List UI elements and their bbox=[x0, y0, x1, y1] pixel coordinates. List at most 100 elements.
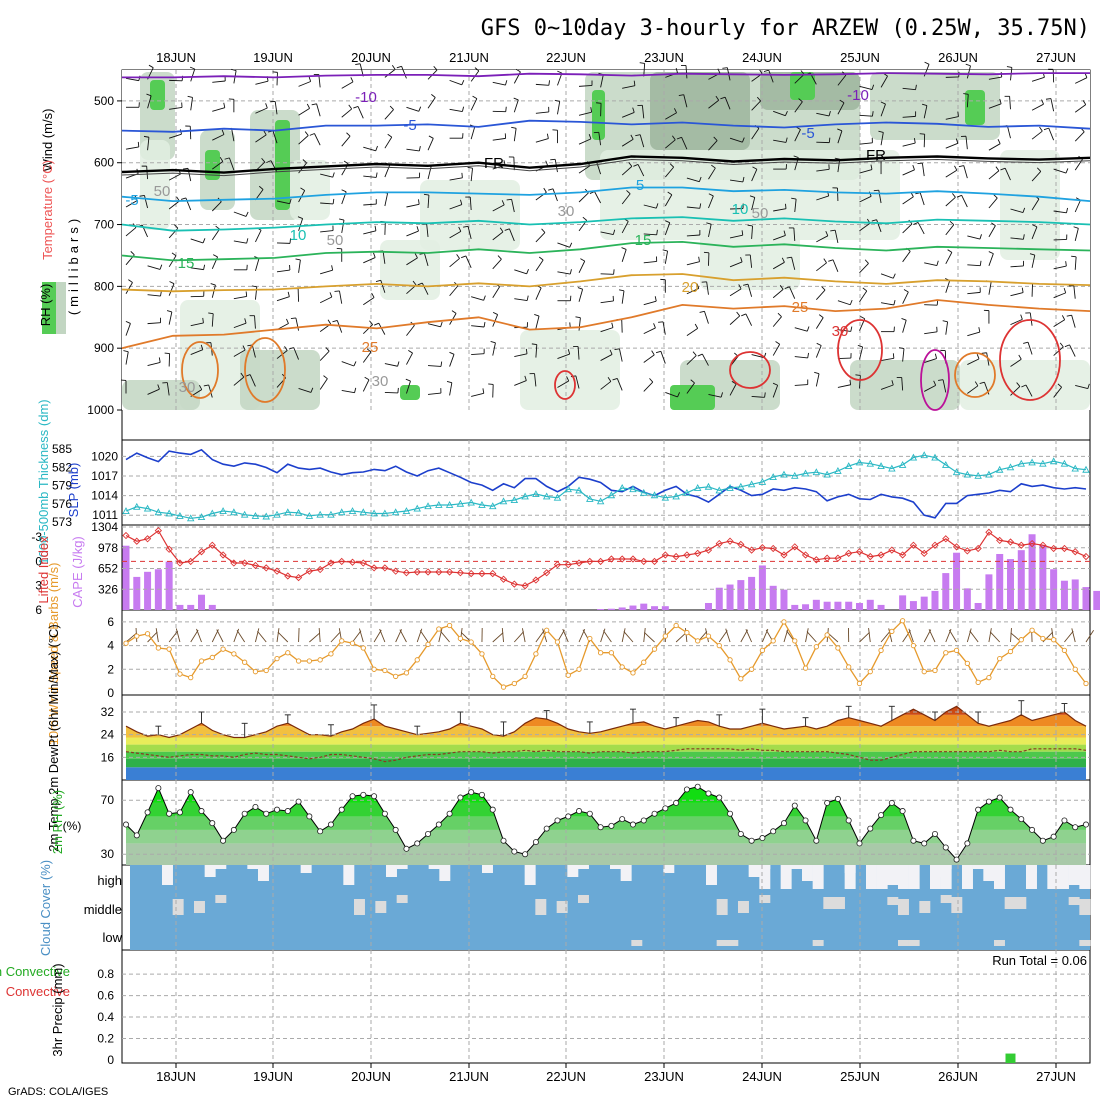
wind-barb-flag bbox=[934, 353, 938, 359]
rh2m-point bbox=[198, 808, 205, 815]
wind-barb-flag bbox=[1066, 207, 1068, 213]
rh2m-point bbox=[155, 785, 162, 792]
wind-barb-flag bbox=[543, 187, 547, 193]
wind-barb-flag bbox=[675, 67, 678, 74]
precip-total-rain-label: Total / Rain Convective bbox=[0, 964, 70, 979]
wind-barb bbox=[449, 79, 462, 86]
thickness-point bbox=[133, 502, 141, 510]
wind-speed-point bbox=[500, 684, 507, 690]
wind-barb-flag bbox=[892, 273, 896, 279]
cloud-gap-high bbox=[578, 865, 589, 869]
wind-speed-point bbox=[587, 635, 593, 642]
thickness-point bbox=[553, 493, 562, 501]
cape-bar bbox=[748, 576, 756, 610]
wind-speed-point bbox=[393, 673, 399, 680]
wind-speed-point bbox=[997, 655, 1003, 662]
wind-barb-flag bbox=[862, 287, 868, 292]
isotherm-line bbox=[121, 186, 1091, 203]
date-bottom-label: 23JUN bbox=[644, 1069, 684, 1084]
wind-barb-flag bbox=[577, 287, 583, 290]
wind-barb bbox=[924, 331, 938, 335]
wind-barb bbox=[600, 381, 612, 390]
wind-barb-flag bbox=[482, 388, 485, 394]
wind-speed-point bbox=[371, 666, 377, 672]
cross-section-panel: 500 600 700 800 900 1000 -10 -10 -5 -5 -5 FR FR 5 10 10… bbox=[42, 61, 1091, 417]
date-top-label: 21JUN bbox=[449, 50, 489, 65]
li-point bbox=[845, 549, 853, 557]
rh2m-point bbox=[683, 786, 690, 793]
wind-barb-flag bbox=[548, 188, 554, 191]
cloud-gap-high bbox=[780, 865, 792, 889]
wind-barb-flag bbox=[658, 321, 664, 323]
thickness-point bbox=[661, 493, 670, 501]
li-point bbox=[489, 569, 497, 578]
li-point bbox=[543, 569, 551, 577]
wind-barb bbox=[501, 628, 504, 643]
wind-barb bbox=[963, 165, 968, 179]
wind-barb-flag bbox=[295, 258, 301, 261]
cape-bar bbox=[812, 599, 820, 610]
wind-barb-flag bbox=[569, 242, 573, 248]
thickness-point bbox=[607, 491, 616, 499]
rh2m-point bbox=[554, 817, 561, 824]
wind-barb bbox=[880, 630, 891, 643]
wind-barb-flag bbox=[366, 348, 372, 353]
wind-barb bbox=[276, 296, 290, 302]
li-point bbox=[737, 540, 745, 549]
wind-barb-flag bbox=[988, 251, 994, 255]
wind-barb bbox=[557, 353, 570, 359]
wind-barb bbox=[708, 195, 714, 209]
wind-barb bbox=[406, 325, 415, 336]
wind-barb-flag bbox=[575, 316, 581, 319]
wind-barb bbox=[424, 253, 429, 266]
wind-barb-flag bbox=[461, 106, 465, 112]
wind-barb-flag bbox=[412, 280, 417, 286]
slp-ytick: 1011 bbox=[92, 508, 118, 522]
wind-barb-flag bbox=[183, 167, 189, 170]
wind-speed-point bbox=[738, 676, 744, 682]
thickness-point bbox=[208, 509, 217, 517]
wind-barb-flag bbox=[639, 62, 645, 64]
wind-barb-flag bbox=[828, 137, 831, 143]
wind-barb bbox=[816, 289, 826, 301]
rh-zone bbox=[290, 160, 330, 220]
wind-barb bbox=[815, 317, 824, 329]
date-top-label: 25JUN bbox=[840, 50, 880, 65]
wind-barb-flag bbox=[678, 94, 684, 96]
wind-speed-point bbox=[846, 664, 852, 670]
wind-barb-flag bbox=[711, 164, 716, 169]
wind-barb-flag bbox=[1032, 224, 1038, 228]
wind-barb bbox=[427, 195, 430, 209]
li-point bbox=[316, 565, 324, 574]
temp-ytick: 24 bbox=[101, 728, 115, 742]
li-point bbox=[413, 568, 421, 576]
thickness-point bbox=[391, 508, 400, 516]
wind-barb bbox=[859, 346, 864, 360]
warm-cell-contour bbox=[999, 319, 1061, 401]
wind-barb bbox=[751, 197, 756, 211]
wind-barb-flag bbox=[332, 319, 338, 323]
wind-barb-flag bbox=[408, 350, 413, 354]
wind-barb bbox=[363, 203, 377, 206]
wind-barb-flag bbox=[440, 361, 443, 367]
li-ytick: -3 bbox=[31, 530, 42, 544]
wind-barb bbox=[575, 375, 580, 389]
wind-barb bbox=[514, 298, 528, 301]
wind-barb-flag bbox=[590, 107, 593, 113]
wind-barb bbox=[622, 111, 635, 118]
thickness-point bbox=[931, 453, 939, 461]
li-point bbox=[834, 554, 842, 562]
rh2m-point bbox=[435, 821, 442, 828]
wind-barb bbox=[966, 628, 972, 643]
precip-bar bbox=[1005, 1053, 1016, 1063]
wind-barb bbox=[619, 348, 623, 362]
wind-speed-point bbox=[673, 622, 679, 629]
cloud-gap-high bbox=[1026, 865, 1037, 889]
cloud-gap-high bbox=[215, 865, 227, 869]
rh2m-point bbox=[791, 802, 798, 809]
wind-barb bbox=[255, 230, 262, 243]
li-point bbox=[327, 559, 335, 567]
wind-barb bbox=[621, 166, 633, 176]
cape-ytick: 1304 bbox=[91, 520, 118, 534]
wind-barb-flag bbox=[806, 326, 810, 332]
